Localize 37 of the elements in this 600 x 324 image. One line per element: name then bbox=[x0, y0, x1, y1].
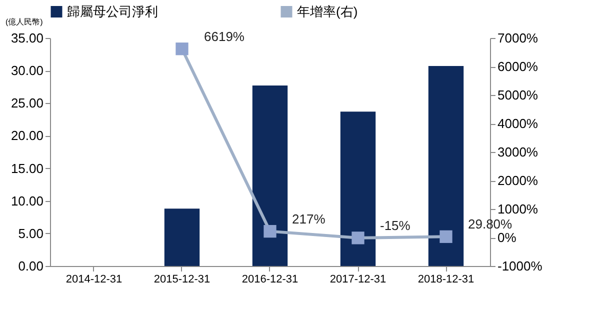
y-tick-label: 15.00 bbox=[10, 160, 44, 176]
y2-tick-label: 7000% bbox=[498, 30, 538, 46]
y-tick-label: 0.00 bbox=[18, 258, 44, 274]
data-label: 29.80% bbox=[468, 216, 513, 232]
y2-tick-label: 6000% bbox=[498, 59, 538, 74]
point bbox=[176, 42, 188, 56]
y2-tick-label: -1000% bbox=[498, 258, 543, 274]
x-tick-label: 2018-12-31 bbox=[418, 274, 474, 286]
y-tick-label: 35.00 bbox=[10, 30, 44, 46]
y-axis-title: (億人民幣) bbox=[6, 18, 44, 26]
y-tick-label: 5.00 bbox=[18, 226, 44, 241]
point bbox=[440, 230, 452, 243]
y2-tick-label: 2000% bbox=[498, 173, 538, 188]
x-tick-label: 2016-12-31 bbox=[242, 274, 298, 286]
bar bbox=[252, 86, 288, 266]
y2-tick-label: 4000% bbox=[498, 116, 538, 131]
data-label: 6619% bbox=[204, 28, 245, 44]
x-tick-label: 2014-12-31 bbox=[66, 274, 122, 286]
y-tick-label: 10.00 bbox=[10, 193, 44, 208]
bar bbox=[164, 208, 200, 266]
legend-label: 歸屬母公司淨利 bbox=[67, 4, 158, 19]
legend-label: 年增率(右) bbox=[297, 4, 358, 19]
bar bbox=[340, 112, 376, 266]
y-tick-label: 25.00 bbox=[10, 96, 44, 111]
y2-tick-label: 0% bbox=[498, 230, 517, 245]
y-tick-label: 20.00 bbox=[10, 128, 44, 144]
y2-tick-label: 3000% bbox=[498, 144, 538, 160]
x-tick-label: 2017-12-31 bbox=[330, 274, 386, 286]
point bbox=[264, 224, 276, 238]
data-label: -15% bbox=[380, 218, 411, 233]
y2-tick-label: 1000% bbox=[498, 202, 538, 216]
point bbox=[352, 232, 364, 244]
data-label: 217% bbox=[292, 211, 326, 226]
x-tick-label: 2015-12-31 bbox=[154, 274, 210, 286]
y2-tick-label: 5000% bbox=[498, 88, 538, 102]
bar bbox=[428, 66, 464, 266]
y-tick-label: 30.00 bbox=[10, 63, 44, 78]
